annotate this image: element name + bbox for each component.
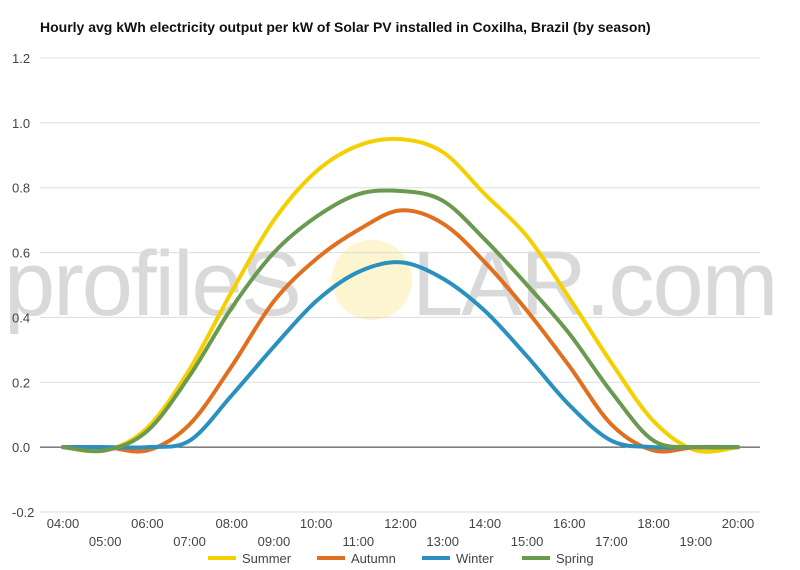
grid xyxy=(40,57,760,513)
legend-label-spring: Spring xyxy=(556,551,594,566)
x-tick-label: 08:00 xyxy=(215,516,248,531)
y-tick-label: 0.2 xyxy=(12,375,30,390)
x-tick-label: 13:00 xyxy=(426,534,459,549)
x-tick-label: 11:00 xyxy=(343,534,375,549)
x-tick-label: 12:00 xyxy=(384,516,417,531)
series-line-summer xyxy=(61,136,740,454)
x-tick-label: 20:00 xyxy=(722,516,755,531)
x-tick-label: 10:00 xyxy=(300,516,333,531)
y-tick-label: 0.6 xyxy=(12,246,30,261)
series-line-autumn xyxy=(61,208,740,454)
series-line-winter xyxy=(61,260,740,450)
x-axis-ticks: 04:00 05:00 06:00 07:00 08:00 09:00 10:00 11:00… xyxy=(47,516,755,549)
x-tick-label: 09:00 xyxy=(258,534,291,549)
legend-label-summer: Summer xyxy=(242,551,292,566)
watermark: profileS LAR.com xyxy=(4,233,778,335)
watermark-text-left: profileS xyxy=(4,233,300,335)
x-tick-label: 18:00 xyxy=(637,516,670,531)
legend-label-winter: Winter xyxy=(456,551,494,566)
x-tick-label: 04:00 xyxy=(47,516,80,531)
x-tick-label: 07:00 xyxy=(173,534,206,549)
watermark-text-right: LAR.com xyxy=(412,233,776,335)
y-tick-label: 1.2 xyxy=(12,51,30,66)
y-tick-label: -0.2 xyxy=(12,505,34,520)
y-tick-label: 0.4 xyxy=(12,310,30,325)
x-tick-label: 14:00 xyxy=(469,516,502,531)
y-tick-label: 0.0 xyxy=(12,440,30,455)
legend-label-autumn: Autumn xyxy=(351,551,396,566)
legend: Summer Autumn Winter Spring xyxy=(208,551,594,566)
chart-title: Hourly avg kWh electricity output per kW… xyxy=(40,19,651,35)
x-tick-label: 16:00 xyxy=(553,516,586,531)
y-tick-label: 0.8 xyxy=(12,181,30,196)
x-tick-label: 05:00 xyxy=(89,534,122,549)
y-axis-ticks: -0.2 0.0 0.2 0.4 0.6 0.8 1.0 1.2 xyxy=(12,51,34,520)
x-tick-label: 19:00 xyxy=(680,534,713,549)
y-tick-label: 1.0 xyxy=(12,116,30,131)
x-tick-label: 17:00 xyxy=(595,534,628,549)
x-tick-label: 15:00 xyxy=(511,534,544,549)
x-tick-label: 06:00 xyxy=(131,516,164,531)
series-lines xyxy=(61,136,740,454)
series-line-spring xyxy=(61,188,740,454)
watermark-sun-icon xyxy=(332,240,412,320)
